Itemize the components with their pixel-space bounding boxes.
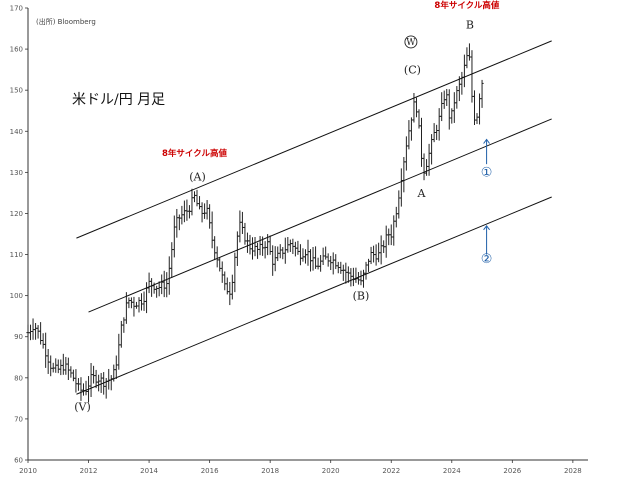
blue-arrow-head (483, 138, 490, 144)
y-tick-label: 140 (10, 128, 23, 136)
wave-label: (B) (353, 290, 370, 303)
price-bars (26, 43, 484, 403)
y-tick-label: 110 (10, 251, 23, 259)
x-tick-label: 2018 (261, 467, 279, 475)
wave-label: (C) (404, 64, 421, 77)
x-tick-label: 2012 (80, 467, 98, 475)
x-tick-label: 2014 (140, 467, 158, 475)
wave-label: (A) (189, 171, 206, 184)
x-tick-label: 2022 (382, 467, 400, 475)
chart-title: 米ドル/円 月足 (72, 92, 165, 108)
channel-line-upper (76, 40, 552, 239)
x-tick-label: 2026 (503, 467, 521, 475)
y-tick-label: 160 (10, 46, 23, 54)
y-tick-label: 130 (10, 169, 23, 177)
source-label: (出所) Bloomberg (36, 17, 96, 26)
x-tick-label: 2020 (322, 467, 340, 475)
y-tick-label: 150 (10, 87, 23, 95)
y-tick-label: 70 (14, 415, 23, 423)
wave-label: (V) (74, 401, 91, 414)
cycle-high-label: 8年サイクル高値 (162, 148, 227, 159)
wave-w-circle (404, 35, 418, 49)
y-tick-label: 80 (14, 374, 23, 382)
x-tick-label: 2028 (564, 467, 582, 475)
y-tick-label: 60 (14, 457, 23, 465)
tick-labels: 60 70 80 90 100 110 120 130 140 150 160 170 2010 2012… (10, 5, 582, 476)
channel-marker-label: ② (481, 252, 493, 267)
channel-line-lower (76, 196, 552, 395)
x-tick-label: 2016 (201, 467, 219, 475)
y-tick-label: 120 (10, 210, 23, 218)
annotations: (V) (A) (B) (C) W A B 8年サイクル高値 8年サイクル高値 ① ② (74, 0, 500, 414)
wave-label: B (466, 19, 474, 32)
wave-label-w: W (406, 38, 416, 48)
channel-line-middle (88, 118, 552, 313)
channel-marker-label: ① (481, 165, 493, 180)
wave-label: A (417, 187, 427, 200)
y-tick-label: 170 (10, 5, 23, 13)
blue-arrow-head (483, 224, 490, 231)
y-tick-label: 100 (10, 292, 23, 300)
trend-channel (76, 40, 552, 395)
chart-axes (25, 7, 588, 463)
x-tick-label: 2010 (19, 467, 37, 475)
x-tick-label: 2024 (443, 467, 461, 475)
cycle-high-label: 8年サイクル高値 (434, 0, 499, 11)
y-tick-label: 90 (14, 333, 23, 341)
